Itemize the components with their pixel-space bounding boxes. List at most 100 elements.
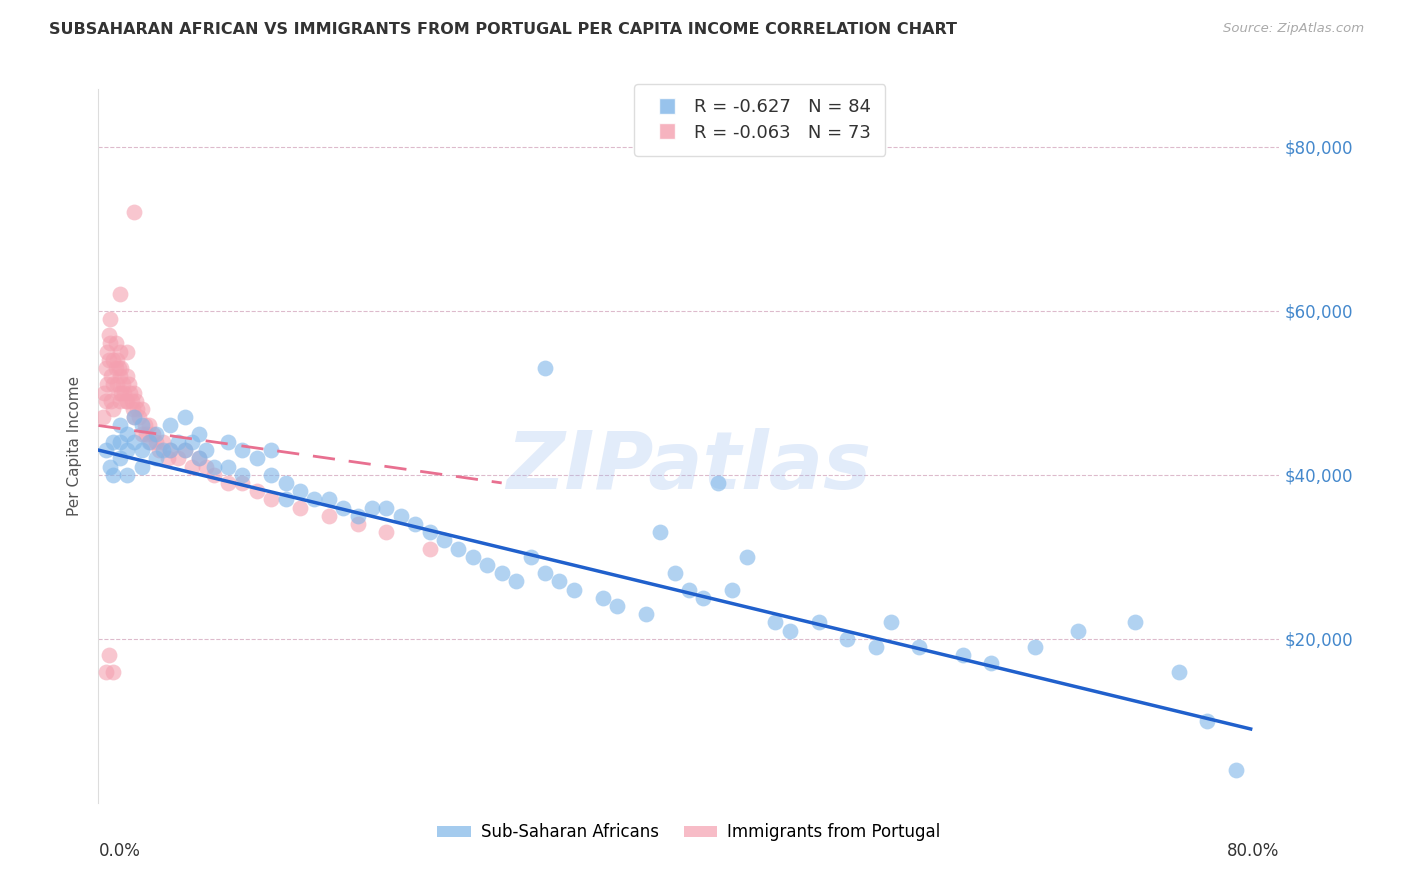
Point [98,311,121,326]
Point [108,451,131,466]
Point [145,451,167,466]
Point [735,549,758,564]
Point [389,508,412,523]
Point [433,533,456,548]
Point [260,443,283,458]
Point [104,361,127,376]
Point [108,369,131,384]
Point [101,402,124,417]
Point [202,467,225,482]
Point [115,426,138,441]
Point [304,492,326,507]
Point [181,434,204,449]
Text: 0.0%: 0.0% [98,842,141,860]
Point [148,443,170,458]
Point [115,443,138,458]
Point [124,385,146,400]
Point [118,377,141,392]
Point [100,393,122,408]
Point [763,615,786,630]
Point [562,582,585,597]
Point [107,385,129,400]
Point [678,582,700,597]
Point [260,467,283,482]
Point [879,615,901,630]
Point [952,648,974,662]
Point [131,426,153,441]
Point [231,467,253,482]
Point [97,352,120,367]
Point [142,426,165,441]
Point [152,434,174,449]
Point [93,385,115,400]
Point [100,369,122,384]
Point [1067,624,1090,638]
Point [195,459,218,474]
Point [101,467,124,482]
Point [97,648,120,662]
Point [779,624,801,638]
Point [145,426,167,441]
Point [173,443,195,458]
Point [115,393,138,408]
Point [217,475,239,490]
Point [159,443,181,458]
Point [101,377,124,392]
Point [491,566,513,581]
Point [346,508,368,523]
Point [1197,714,1219,728]
Point [173,410,195,425]
Point [980,657,1002,671]
Text: ZIPatlas: ZIPatlas [506,428,872,507]
Point [419,525,441,540]
Point [332,500,354,515]
Point [908,640,931,654]
Point [138,418,160,433]
Point [173,443,195,458]
Point [477,558,499,572]
Point [112,385,135,400]
Point [145,434,167,449]
Point [124,205,146,219]
Point [195,443,218,458]
Point [246,451,269,466]
Point [188,451,211,466]
Point [138,434,160,449]
Point [108,418,131,433]
Point [128,410,150,425]
Point [650,525,672,540]
Point [461,549,484,564]
Point [1125,615,1147,630]
Point [101,665,124,679]
Point [231,475,253,490]
Point [548,574,571,589]
Point [1024,640,1046,654]
Point [110,361,132,376]
Point [188,451,211,466]
Point [108,393,131,408]
Point [202,459,225,474]
Point [105,352,128,367]
Point [318,492,340,507]
Point [115,369,138,384]
Point [108,344,131,359]
Point [94,361,117,376]
Point [156,451,179,466]
Point [94,665,117,679]
Point [91,410,114,425]
Point [505,574,527,589]
Point [97,328,120,343]
Point [96,344,118,359]
Point [110,385,132,400]
Point [188,426,211,441]
Point [124,410,146,425]
Point [288,484,311,499]
Point [217,459,239,474]
Point [706,475,728,490]
Point [114,393,136,408]
Point [419,541,441,556]
Point [260,492,283,507]
Point [692,591,714,605]
Point [288,500,311,515]
Point [592,591,614,605]
